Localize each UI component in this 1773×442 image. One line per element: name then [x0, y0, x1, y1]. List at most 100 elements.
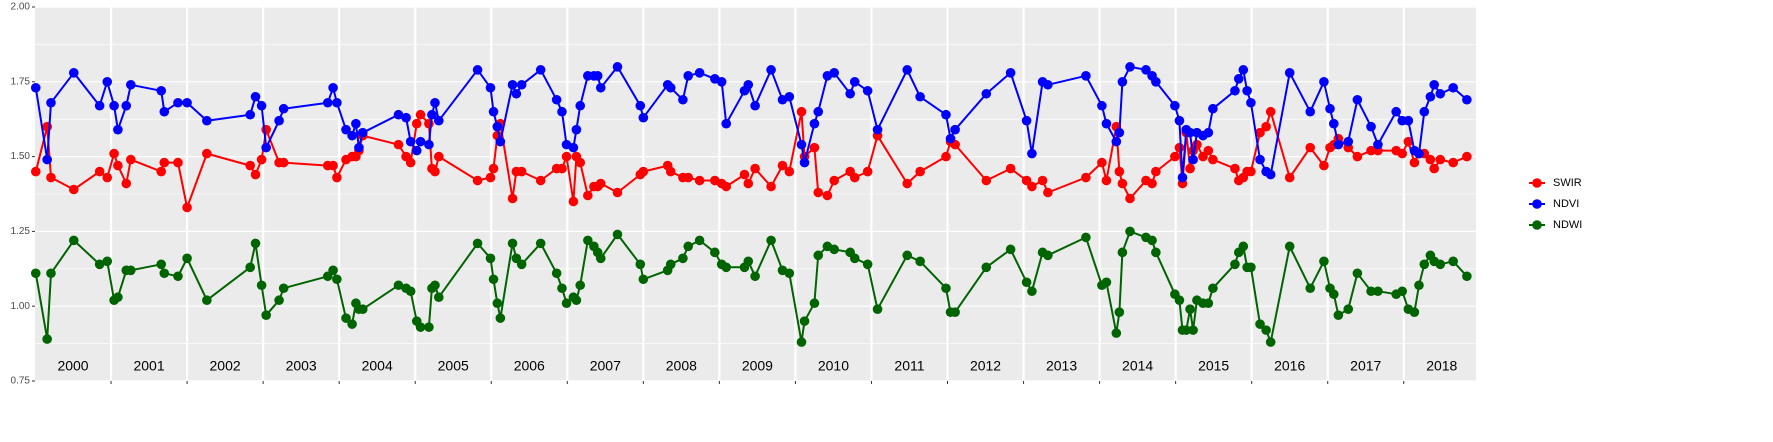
point — [571, 295, 582, 306]
point — [488, 106, 499, 117]
point — [1319, 256, 1329, 267]
point — [1203, 145, 1214, 156]
point — [809, 298, 820, 309]
point — [261, 310, 271, 320]
point — [415, 109, 426, 120]
year-label: 2004 — [362, 358, 393, 374]
point — [1448, 82, 1458, 93]
point — [1233, 74, 1244, 84]
point — [1230, 163, 1240, 174]
point — [721, 118, 732, 129]
point — [109, 100, 119, 111]
point — [1111, 136, 1122, 147]
point — [46, 97, 56, 108]
point — [30, 166, 41, 177]
point — [635, 259, 646, 270]
point — [1397, 286, 1408, 297]
year-label: 2016 — [1274, 358, 1305, 374]
point — [507, 193, 518, 204]
point — [485, 253, 496, 264]
point — [665, 259, 676, 270]
point — [393, 139, 404, 150]
point — [1101, 175, 1112, 186]
point — [665, 166, 676, 177]
point — [1230, 259, 1240, 270]
point — [1185, 163, 1195, 174]
point — [849, 172, 860, 183]
point — [1325, 103, 1335, 114]
point — [557, 283, 567, 294]
point — [411, 145, 422, 156]
point — [94, 259, 105, 270]
point — [488, 274, 499, 285]
point — [1174, 295, 1185, 306]
point — [915, 166, 925, 177]
point — [535, 65, 546, 75]
point — [202, 295, 212, 306]
point — [68, 235, 79, 246]
point — [472, 238, 483, 249]
point — [405, 286, 416, 297]
year-label: 2009 — [742, 358, 773, 374]
year-label: 2003 — [286, 358, 317, 374]
point — [595, 82, 606, 93]
point — [1185, 304, 1195, 314]
point — [813, 187, 824, 198]
point — [113, 292, 123, 303]
point — [1284, 172, 1295, 183]
point — [492, 298, 503, 309]
point — [557, 106, 567, 117]
point — [750, 271, 760, 282]
point — [1005, 163, 1016, 174]
point — [981, 175, 992, 186]
point — [1448, 256, 1458, 267]
point — [1429, 79, 1439, 90]
point — [415, 136, 426, 147]
point — [784, 91, 795, 102]
point — [1147, 178, 1157, 189]
point — [1255, 154, 1265, 165]
point — [1147, 235, 1157, 246]
point — [102, 172, 113, 183]
point — [126, 154, 136, 165]
point — [575, 280, 586, 291]
point — [256, 154, 267, 165]
point — [516, 166, 527, 177]
point — [945, 133, 956, 144]
point — [1333, 139, 1344, 150]
point — [813, 250, 824, 261]
point — [156, 166, 167, 177]
point — [809, 118, 820, 129]
point — [1230, 85, 1240, 96]
point — [683, 241, 694, 252]
year-label: 2010 — [818, 358, 849, 374]
point — [1125, 193, 1135, 204]
point — [113, 124, 123, 135]
point — [595, 178, 606, 189]
point — [507, 79, 518, 90]
point — [583, 235, 593, 246]
point — [799, 157, 810, 168]
year-label: 2013 — [1046, 358, 1077, 374]
point — [799, 316, 810, 326]
point — [507, 238, 518, 249]
point — [1425, 154, 1436, 165]
point — [109, 148, 119, 159]
point — [1425, 91, 1436, 102]
point — [173, 271, 183, 282]
point — [1097, 157, 1107, 168]
point — [743, 79, 754, 90]
point — [1208, 283, 1218, 294]
year-label: 2008 — [666, 358, 697, 374]
point — [245, 109, 255, 120]
point — [424, 322, 434, 332]
point — [1174, 142, 1185, 153]
legend-key-point — [1532, 199, 1542, 209]
point — [278, 157, 289, 168]
point — [485, 82, 496, 93]
point — [357, 127, 368, 138]
point — [941, 283, 951, 294]
point — [1265, 337, 1276, 347]
point — [743, 178, 754, 189]
point — [495, 313, 506, 323]
